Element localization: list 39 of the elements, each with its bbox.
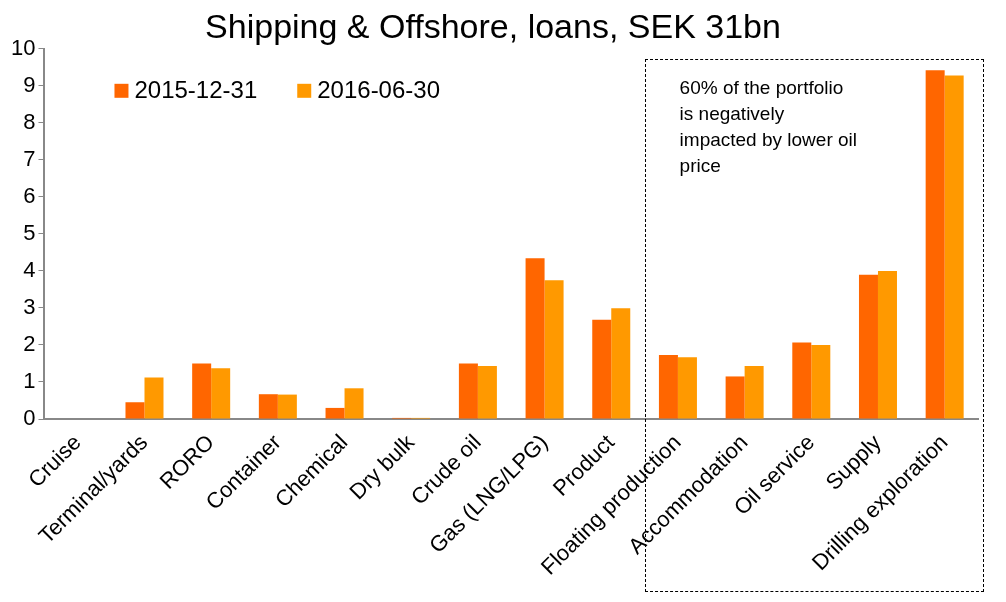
bar (677, 357, 697, 419)
bar (858, 274, 878, 419)
legend-label: 2016-06-30 (317, 76, 440, 104)
bar (192, 363, 212, 419)
y-tick-label: 1 (23, 368, 36, 394)
y-tick-label: 10 (10, 34, 36, 60)
bar (325, 407, 345, 419)
bar (611, 308, 631, 419)
bar (344, 388, 364, 419)
y-tick-label: 0 (23, 405, 36, 431)
bar (477, 366, 497, 419)
y-tick-label: 7 (23, 145, 36, 171)
legend-label: 2015-12-31 (134, 76, 258, 104)
bar (277, 394, 297, 419)
y-tick-label: 5 (23, 219, 36, 245)
bar (811, 344, 831, 419)
y-tick-label: 2 (23, 331, 36, 357)
chart-title: Shipping & Offshore, loans, SEK 31bn (205, 6, 781, 45)
y-tick-label: 9 (23, 71, 36, 97)
bar (258, 394, 278, 419)
y-tick-label: 6 (23, 182, 36, 208)
bar (592, 319, 612, 419)
bar (658, 354, 678, 419)
bar (744, 366, 764, 419)
bar (144, 377, 164, 419)
y-tick-label: 8 (23, 108, 36, 134)
bar (458, 363, 478, 419)
y-tick-label: 3 (23, 294, 36, 320)
bar (544, 280, 564, 419)
bar (125, 402, 145, 419)
bar (877, 270, 897, 419)
annotation: 60% of the portfolio is negatively impacted by lower oil price (679, 76, 858, 176)
bar (725, 376, 745, 419)
bar (525, 258, 545, 419)
bar (211, 368, 231, 419)
y-tick-label: 4 (23, 256, 36, 282)
bar (792, 342, 812, 419)
bar (925, 70, 945, 419)
bar (944, 75, 964, 419)
